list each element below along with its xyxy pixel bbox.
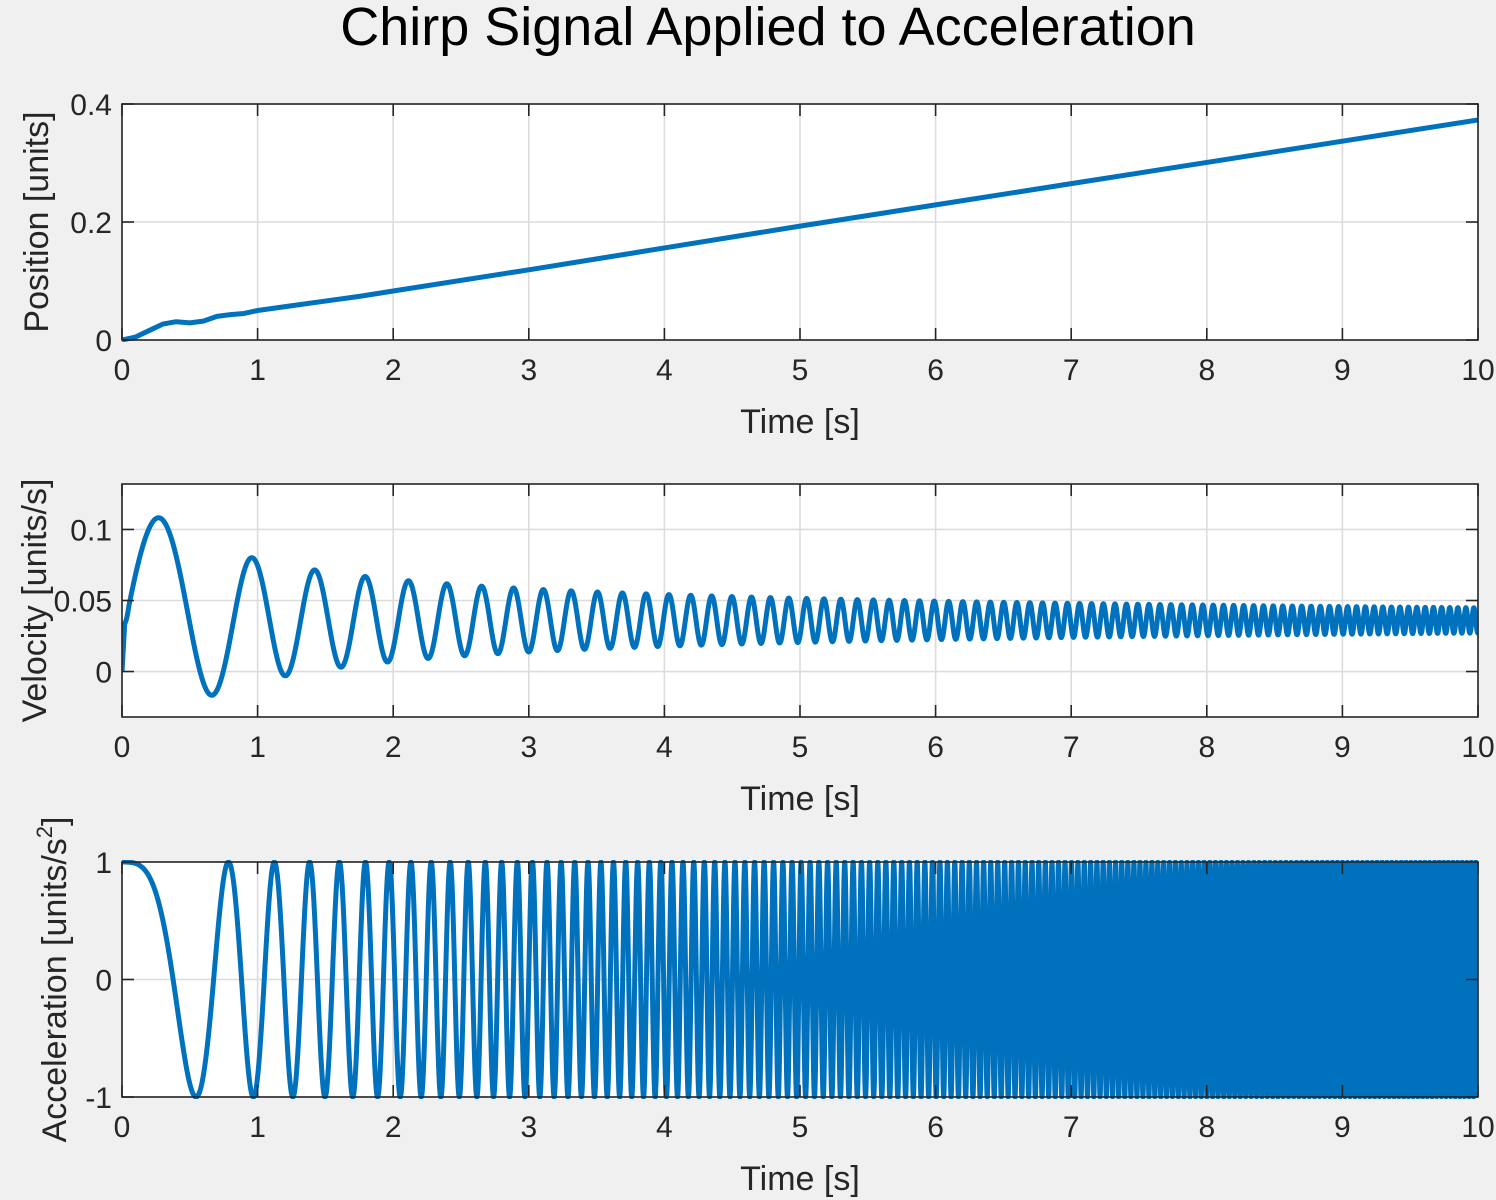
velocity-xtick-label: 7 (1063, 731, 1080, 764)
acceleration-xtick-label: 1 (249, 1111, 266, 1144)
velocity-xtick-label: 1 (249, 731, 266, 764)
acceleration-ytick-label: 0 (95, 965, 112, 998)
velocity-ylabel: Velocity [units/s] (16, 479, 54, 723)
position-xlabel: Time [s] (740, 403, 860, 441)
velocity-ytick-label: 0.05 (54, 586, 112, 619)
position-xtick-label: 4 (656, 354, 673, 387)
subplot-position: 0 1 2 3 4 5 6 7 8 9 10 0 0.2 0.4 Time [s] Position [uni… (18, 89, 1495, 441)
acceleration-xtick-label: 7 (1063, 1111, 1080, 1144)
position-ylabel: Position [units] (18, 111, 56, 332)
position-xtick-label: 5 (792, 354, 809, 387)
position-xtick-label: 0 (114, 354, 131, 387)
acceleration-ytick-label: -1 (85, 1082, 112, 1115)
acceleration-xtick-label: 3 (520, 1111, 537, 1144)
acceleration-xtick-label: 10 (1461, 1111, 1494, 1144)
velocity-xtick-label: 9 (1334, 731, 1351, 764)
acceleration-xlabel: Time [s] (740, 1160, 860, 1198)
velocity-xtick-label: 5 (792, 731, 809, 764)
acceleration-xtick-label: 6 (927, 1111, 944, 1144)
position-xtick-label: 8 (1198, 354, 1215, 387)
position-ytick-label: 0 (95, 325, 112, 358)
velocity-xtick-label: 4 (656, 731, 673, 764)
position-ytick-label: 0.4 (70, 89, 112, 122)
position-xtick-label: 2 (385, 354, 402, 387)
velocity-ytick-label: 0 (95, 657, 112, 690)
acceleration-xtick-label: 2 (385, 1111, 402, 1144)
position-xtick-label: 6 (927, 354, 944, 387)
position-xtick-label: 10 (1461, 354, 1494, 387)
velocity-xtick-label: 2 (385, 731, 402, 764)
acceleration-ytick-label: 1 (95, 847, 112, 880)
acceleration-xtick-label: 0 (114, 1111, 131, 1144)
velocity-xtick-label: 8 (1198, 731, 1215, 764)
position-xtick-label: 3 (520, 354, 537, 387)
velocity-xtick-label: 10 (1461, 731, 1494, 764)
velocity-xlabel: Time [s] (740, 780, 860, 818)
velocity-xtick-label: 0 (114, 731, 131, 764)
acceleration-xtick-label: 5 (792, 1111, 809, 1144)
velocity-xtick-label: 3 (520, 731, 537, 764)
position-xtick-label: 9 (1334, 354, 1351, 387)
position-xtick-label: 7 (1063, 354, 1080, 387)
acceleration-xtick-label: 9 (1334, 1111, 1351, 1144)
position-series-line (122, 117, 1478, 342)
velocity-ytick-label: 0.1 (70, 514, 112, 547)
figure-title: Chirp Signal Applied to Acceleration (340, 0, 1196, 57)
velocity-xtick-label: 6 (927, 731, 944, 764)
position-ytick-label: 0.2 (70, 207, 112, 240)
acceleration-series-line (122, 860, 1478, 1099)
subplot-velocity: 0 1 2 3 4 5 6 7 8 9 10 0 0.05 0.1 Time [s] Velocity [un… (16, 479, 1495, 818)
acceleration-xtick-label: 4 (656, 1111, 673, 1144)
position-xtick-label: 1 (249, 354, 266, 387)
velocity-series-line (122, 515, 1478, 698)
acceleration-xtick-label: 8 (1198, 1111, 1215, 1144)
acceleration-ylabel: Acceleration [units/s2] (32, 817, 74, 1143)
